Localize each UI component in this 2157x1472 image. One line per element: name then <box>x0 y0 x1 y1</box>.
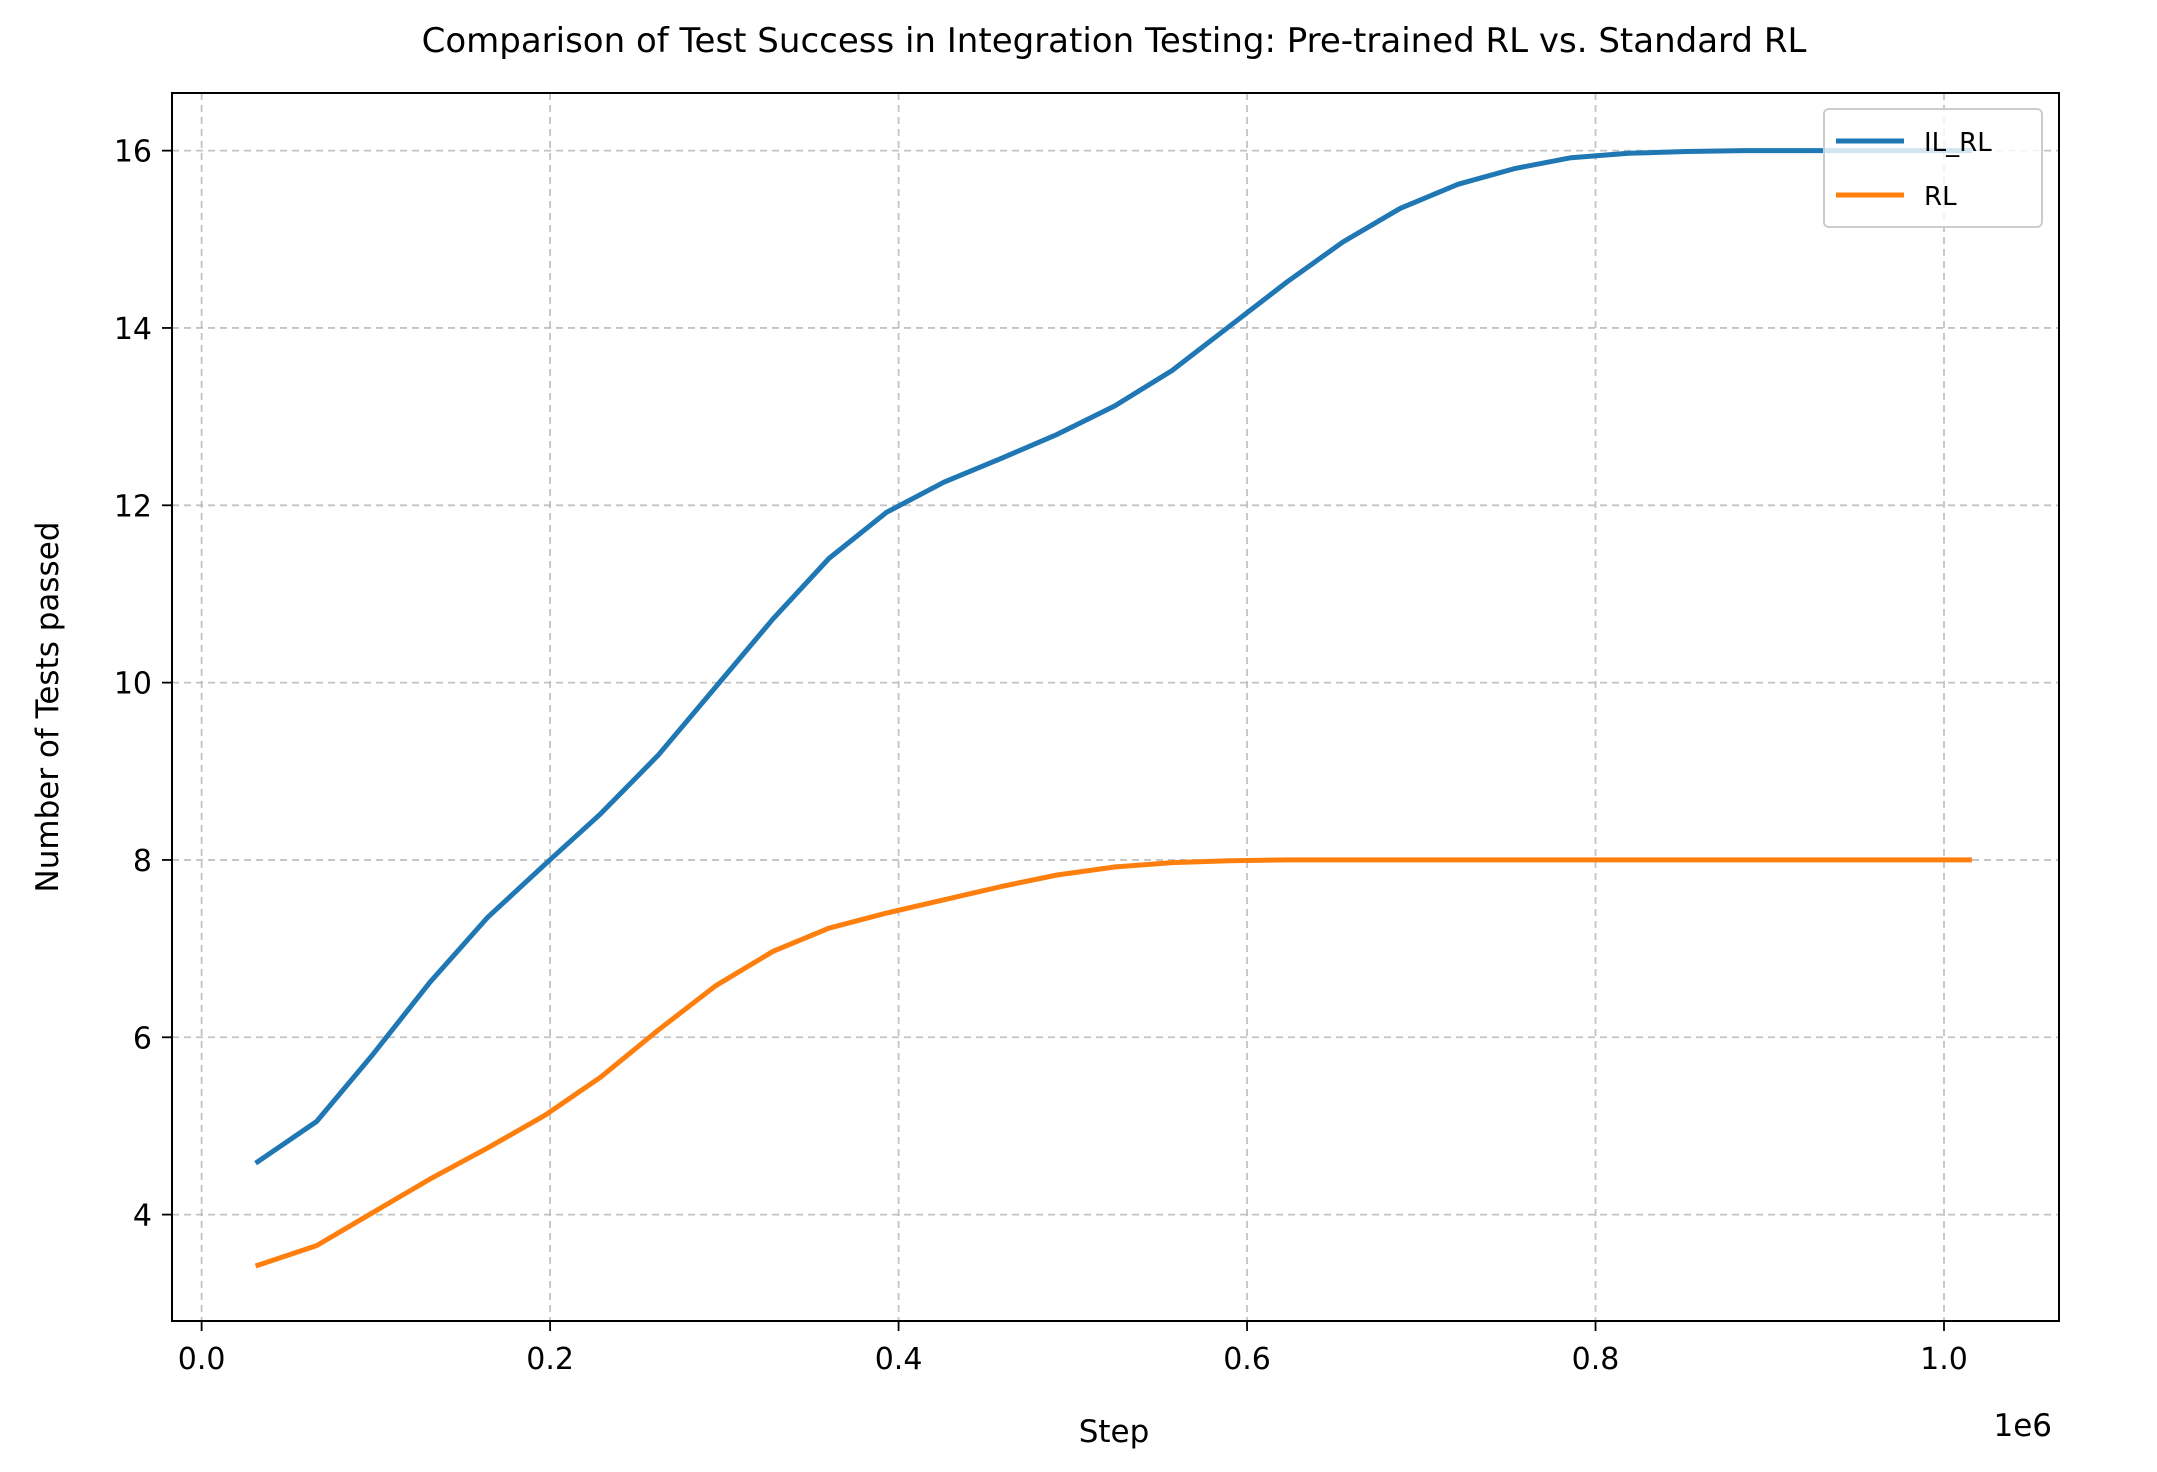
y-tick-label: 12 <box>114 489 152 524</box>
grid <box>172 93 2059 1321</box>
legend: IL_RL RL <box>1823 108 2043 228</box>
y-tick-label: 14 <box>114 312 152 347</box>
series-line-rl <box>254 857 1972 1269</box>
x-tick-label: 0.6 <box>1223 1342 1271 1377</box>
y-tick-label: 10 <box>114 667 152 702</box>
x-tick-label: 0.2 <box>526 1342 574 1377</box>
legend-label: RL <box>1924 182 1957 212</box>
y-tick-label: 6 <box>133 1021 152 1056</box>
series-lines <box>254 148 1972 1269</box>
y-tick-label: 4 <box>133 1199 152 1234</box>
x-tick-label: 0.8 <box>1572 1342 1620 1377</box>
y-tick-label: 8 <box>133 844 152 879</box>
legend-label: IL_RL <box>1924 128 1992 158</box>
x-tick-label: 1.0 <box>1920 1342 1968 1377</box>
plot-frame <box>171 92 2060 1322</box>
y-axis: 4 6 8 10 12 14 16 <box>114 135 172 1234</box>
x-axis: 0.0 0.2 0.4 0.6 0.8 1.0 <box>178 1321 1968 1377</box>
x-tick-label: 0.0 <box>178 1342 226 1377</box>
x-axis-label: Step <box>1079 1414 1150 1450</box>
y-axis-label: Number of Tests passed <box>30 522 66 893</box>
chart-title: Comparison of Test Success in Integratio… <box>422 21 1807 61</box>
x-tick-label: 0.4 <box>875 1342 923 1377</box>
series-line-il-rl <box>254 148 1972 1166</box>
y-tick-label: 16 <box>114 135 152 170</box>
x-offset-label: 1e6 <box>1993 1408 2052 1444</box>
